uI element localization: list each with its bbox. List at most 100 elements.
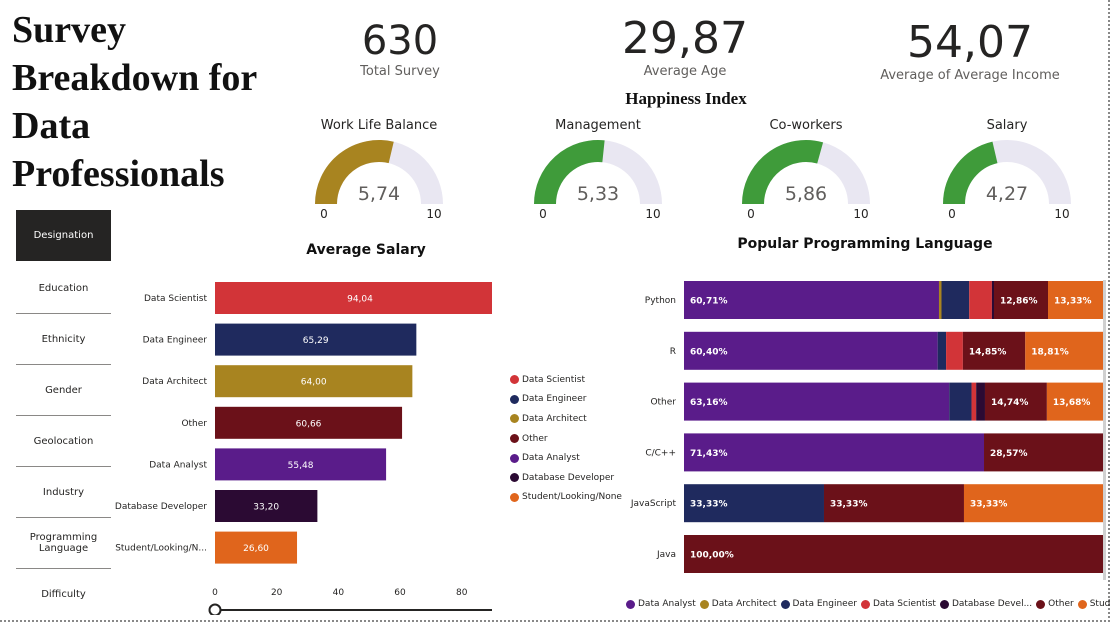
gauge-salary[interactable]: Salary 4,27 0 10 [907,118,1107,228]
language-segment[interactable] [994,281,1049,319]
legend-item[interactable]: Data Engineer [510,390,622,410]
kpi-average-age[interactable]: 29,87 Average Age [600,13,770,80]
language-segment[interactable] [963,484,1104,523]
legend-item[interactable]: Other [510,429,622,449]
nav-gender[interactable]: Gender [16,365,111,416]
gauge-chart: 5,33 0 10 [534,140,662,221]
programming-language-legend[interactable]: Data Analyst Data Architect Data Engineer D… [626,599,1110,609]
language-segment[interactable] [971,382,977,421]
salary-x-tick: 0 [212,588,218,598]
legend-swatch [510,434,519,444]
salary-bar[interactable] [215,448,387,481]
legend-label: Data Engineer [522,394,587,405]
language-segment[interactable] [1046,382,1105,421]
language-segment[interactable] [991,281,995,319]
language-segment[interactable] [984,433,1104,472]
gauge-value-arc [742,140,824,205]
salary-bar[interactable] [215,323,417,356]
legend-item[interactable]: Database Developer [510,468,622,488]
kpi-total-survey[interactable]: 630 Total Survey [330,18,470,79]
legend-item[interactable]: Database Devel... [939,599,1032,609]
nav-geolocation[interactable]: Geolocation [16,416,111,467]
average-salary-legend[interactable]: Data Scientist Data Engineer Data Architec… [510,370,622,507]
language-segment[interactable] [941,281,970,319]
legend-label: Other [1048,599,1074,609]
language-segment[interactable] [684,382,950,421]
nav-industry[interactable]: Industry [16,467,111,518]
legend-label: Data Analyst [638,599,696,609]
range-slider-handle-start[interactable] [208,603,222,616]
salary-category-label: Data Analyst [149,460,207,470]
legend-item[interactable]: Student/Loo... [1077,599,1110,609]
language-segment[interactable] [984,382,1047,421]
kpi-value: 54,07 [907,18,1033,68]
salary-bar[interactable] [215,490,318,522]
language-category-label: Other [650,398,676,408]
gauge-co-workers[interactable]: Co-workers 5,86 0 10 [706,118,906,228]
nav-programming-language[interactable]: Programming Language [16,518,111,569]
legend-swatch [780,599,790,609]
legend-swatch [510,453,519,463]
salary-bar[interactable] [215,365,413,398]
legend-item[interactable]: Data Engineer [780,599,857,609]
language-segment[interactable] [962,331,1026,370]
salary-bar[interactable] [215,406,403,439]
average-salary-chart[interactable]: Data Scientist 94,04 Data Engineer 65,29 Dat… [112,270,492,615]
language-segment[interactable] [684,281,939,319]
scrollbar[interactable] [1103,280,1106,580]
gauge-work-life-balance[interactable]: Work Life Balance 5,74 0 10 [279,118,479,228]
nav-difficulty[interactable]: Difficulty [41,588,86,600]
language-segment[interactable] [937,331,947,370]
language-segment-label: 18,81% [1031,347,1069,357]
language-segment[interactable] [823,484,964,523]
legend-item[interactable]: Other [1036,599,1074,609]
language-segment[interactable] [684,484,824,523]
salary-value-label: 55,48 [288,461,314,471]
legend-item[interactable]: Data Architect [510,409,622,429]
language-segment[interactable] [1048,281,1104,319]
kpi-value: 29,87 [622,13,748,64]
legend-swatch [626,599,635,609]
language-segment[interactable] [949,382,972,421]
legend-label: Data Architect [711,599,777,609]
language-segment-label: 60,40% [690,347,728,357]
legend-swatch [510,473,519,483]
language-segment[interactable] [969,281,992,319]
legend-item[interactable]: Data Analyst [626,599,696,609]
programming-language-chart[interactable]: Python 60,71% 12,86% 13,33% R 60,40% 14,85% 18,… [625,275,1105,595]
gauge-management[interactable]: Management 5,33 0 10 [498,118,698,228]
salary-category-label: Student/Looking/N... [115,544,207,554]
language-segment[interactable] [946,331,963,370]
nav-education[interactable]: Education [16,263,111,314]
legend-swatch [1077,599,1087,609]
legend-swatch [860,599,870,609]
language-segment-label: 33,33% [690,500,728,510]
salary-bar[interactable] [215,282,492,314]
salary-x-tick: 80 [456,588,468,598]
language-segment[interactable] [976,382,985,421]
language-segment[interactable] [938,281,942,319]
legend-label: Student/Looking/None [522,492,622,503]
nav-ethnicity[interactable]: Ethnicity [16,314,111,365]
gauge-chart: 4,27 0 10 [943,140,1071,221]
language-segment[interactable] [684,331,938,370]
legend-item[interactable]: Data Architect [699,599,777,609]
legend-swatch [510,394,519,404]
legend-item[interactable]: Student/Looking/None [510,488,622,508]
kpi-average-income[interactable]: 54,07 Average of Average Income [880,18,1060,82]
legend-swatch [699,599,709,609]
legend-item[interactable]: Data Scientist [860,599,936,609]
gauge-value: 4,27 [986,183,1028,205]
gauge-title: Management [555,118,641,133]
nav-designation[interactable]: Designation [16,210,111,261]
legend-item[interactable]: Data Analyst [510,448,622,468]
language-segment-label: 33,33% [830,500,868,510]
language-segment[interactable] [684,433,985,472]
language-segment[interactable] [684,535,1104,573]
gauge-value-arc [534,140,605,205]
programming-language-title: Popular Programming Language [737,236,993,252]
legend-item[interactable]: Data Scientist [510,370,622,390]
language-segment[interactable] [1025,331,1105,370]
language-category-label: R [670,347,676,357]
salary-bar[interactable] [215,531,298,564]
